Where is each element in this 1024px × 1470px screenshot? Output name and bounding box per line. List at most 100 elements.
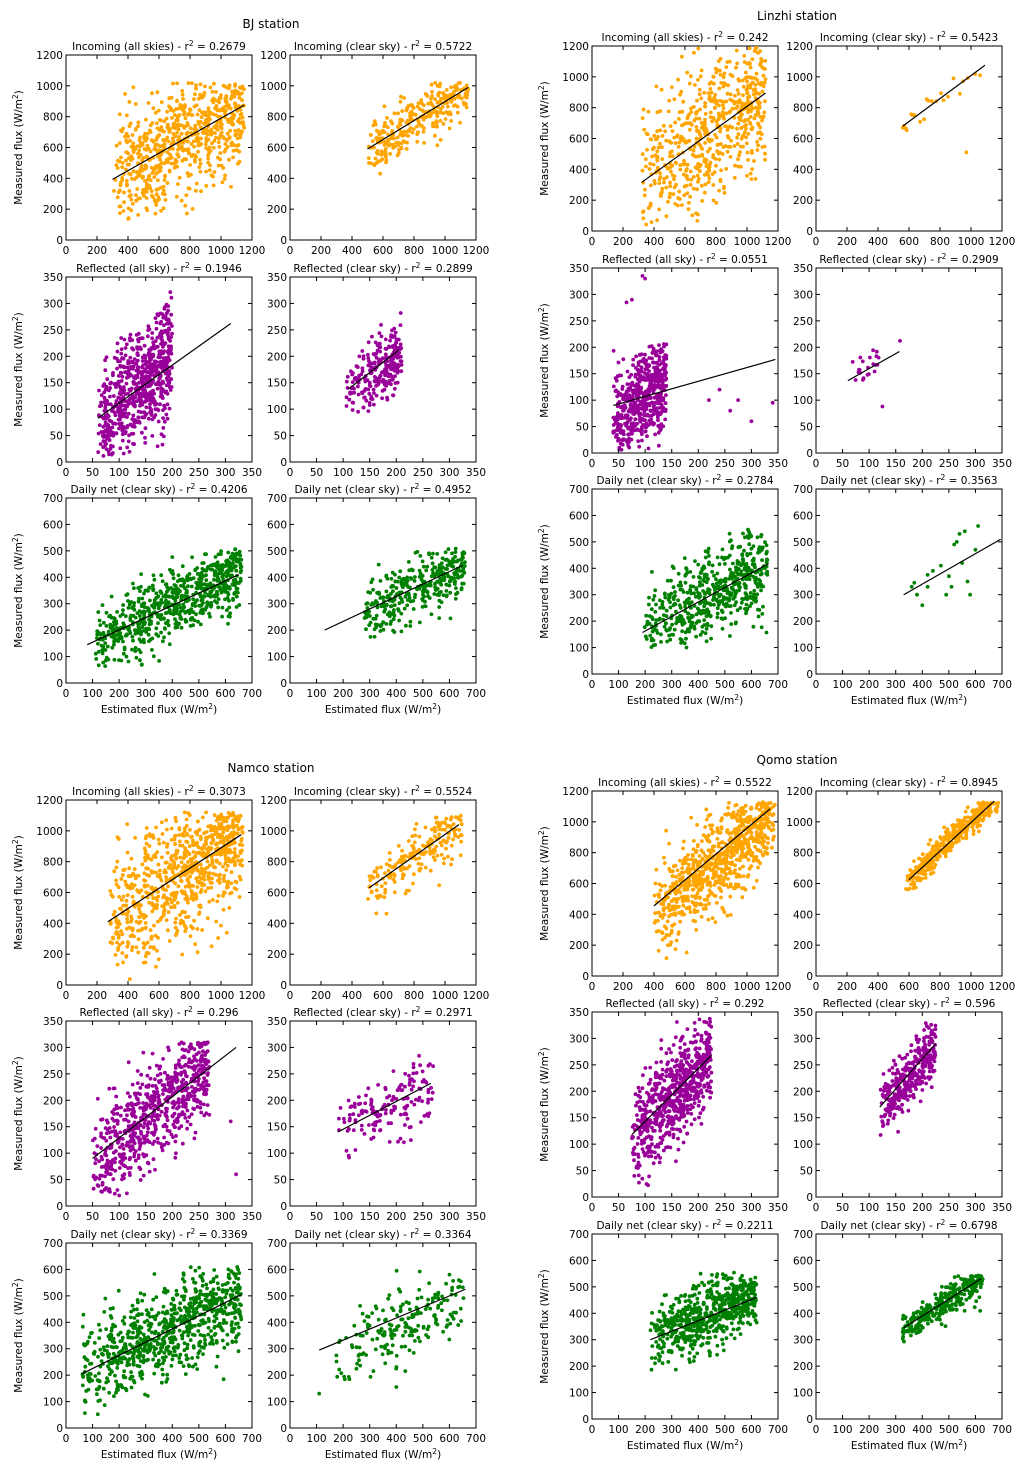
data-point (695, 218, 700, 223)
data-point (672, 177, 676, 182)
data-point (174, 611, 179, 616)
data-point (97, 423, 102, 427)
data-point (386, 139, 391, 144)
data-point (195, 135, 200, 140)
data-point (101, 660, 106, 665)
data-point (238, 563, 243, 567)
data-point (655, 110, 660, 115)
data-point (225, 144, 230, 149)
data-point (119, 379, 124, 383)
data-point (159, 209, 163, 213)
x-tick-label: 200 (162, 467, 182, 479)
data-point (190, 207, 195, 211)
data-point (194, 127, 198, 131)
data-point (153, 345, 157, 350)
data-point (727, 553, 732, 558)
data-point (639, 365, 644, 370)
data-point (151, 605, 156, 609)
scatter-panel: 0 100 200 300 400 500 600 700010020030040050060… (11, 482, 262, 716)
data-point (228, 614, 232, 619)
data-point (430, 568, 435, 572)
x-tick-label: 600 (373, 245, 393, 257)
data-point (399, 145, 404, 150)
data-point (136, 339, 141, 344)
data-point (223, 142, 228, 146)
data-point (186, 139, 190, 144)
x-tick-label: 250 (715, 458, 735, 470)
data-point (120, 129, 124, 134)
data-point (749, 82, 753, 87)
data-point (172, 583, 177, 587)
data-point (163, 173, 167, 178)
data-point (131, 169, 136, 174)
data-point (115, 158, 120, 163)
data-point (727, 539, 732, 544)
data-point (170, 136, 175, 141)
data-point (663, 417, 668, 422)
data-point (146, 334, 150, 339)
data-point (749, 177, 754, 181)
data-point (715, 68, 720, 73)
data-point (388, 366, 393, 371)
data-point (461, 581, 466, 586)
data-point (641, 375, 646, 380)
data-point (753, 76, 757, 80)
data-point (380, 396, 384, 401)
data-point (126, 391, 130, 396)
data-point (131, 638, 135, 643)
data-point (156, 603, 161, 607)
data-point (155, 444, 160, 449)
data-point (360, 391, 365, 396)
data-point (350, 391, 354, 395)
data-point (691, 186, 696, 191)
data-point (238, 576, 243, 581)
y-tick-label: 0 (56, 457, 63, 469)
data-point (178, 589, 182, 594)
data-point (198, 169, 203, 174)
data-point (137, 648, 141, 652)
data-point (413, 595, 417, 600)
data-point (677, 603, 682, 608)
data-point (688, 121, 693, 125)
x-tick-label: 600 (149, 245, 169, 257)
data-point (729, 591, 734, 596)
data-point (406, 560, 411, 564)
data-point (951, 76, 956, 81)
data-point (758, 115, 763, 119)
data-point (698, 107, 702, 112)
data-point (685, 191, 690, 196)
data-point (127, 124, 132, 128)
data-point (106, 629, 111, 634)
data-point (613, 389, 618, 393)
data-point (124, 131, 129, 136)
data-point (111, 421, 116, 426)
data-point (398, 323, 403, 327)
data-point (383, 337, 388, 342)
data-point (154, 591, 159, 596)
data-point (101, 454, 106, 458)
data-point (238, 570, 243, 575)
data-point (437, 605, 442, 609)
data-point (154, 360, 159, 364)
data-point (131, 581, 135, 586)
data-point (624, 413, 628, 417)
data-point (126, 606, 131, 610)
data-point (368, 620, 373, 625)
data-point (379, 334, 384, 339)
data-point (363, 395, 367, 400)
y-tick-label: 500 (267, 546, 287, 558)
panel-title: Incoming (all skies) - r2 = 0.2679 (72, 39, 246, 53)
data-point (130, 634, 135, 639)
data-point (123, 346, 128, 350)
data-point (144, 374, 148, 379)
data-point (432, 592, 437, 596)
data-point (715, 611, 720, 616)
y-axis-label: Measured flux (W/m2) (11, 533, 25, 648)
y-tick-label: 250 (569, 316, 589, 328)
data-point (706, 91, 711, 95)
data-point (424, 568, 429, 573)
data-point (660, 145, 664, 150)
data-point (96, 649, 101, 654)
scatter-panel: 0 50 100 150 200 250 300 3500501001502002503003… (793, 252, 1012, 470)
data-point (748, 114, 753, 119)
